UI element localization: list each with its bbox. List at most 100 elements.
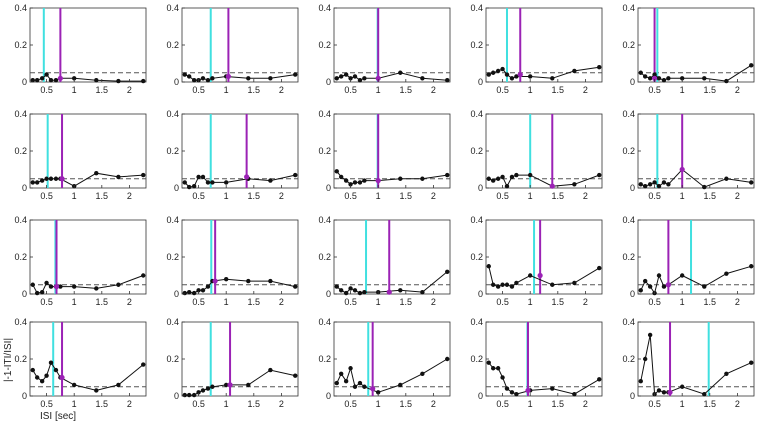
x-tick-label: 1.5: [704, 399, 717, 409]
purple-marker-point: [651, 75, 658, 81]
x-tick-label: 2: [735, 191, 740, 201]
data-point: [514, 280, 519, 286]
x-tick-label: 1.5: [552, 85, 565, 95]
data-point: [94, 286, 99, 291]
data-point: [58, 284, 63, 289]
data-point: [343, 72, 349, 77]
data-point: [749, 264, 754, 269]
data-point: [638, 379, 643, 384]
data-point: [116, 174, 121, 180]
data-point: [724, 271, 729, 276]
panel-20: 0 0.2 0.4 0.5 1 1.5 2: [622, 317, 755, 409]
data-point: [44, 72, 49, 77]
panel-frame: [29, 7, 147, 83]
data-point: [205, 284, 211, 289]
panel-frame: [485, 113, 603, 189]
x-tick-label: 2: [583, 297, 588, 307]
data-point: [445, 356, 450, 362]
purple-marker-point: [227, 382, 233, 388]
panel-17: 0 0.2 0.4 0.5 1 1.5 2: [166, 317, 299, 409]
data-point: [196, 390, 201, 395]
data-point: [205, 77, 211, 83]
data-point: [652, 180, 657, 185]
data-point: [343, 379, 349, 384]
data-point: [514, 391, 519, 397]
data-point: [348, 366, 353, 371]
y-tick-label: 0.2: [14, 252, 27, 262]
data-point: [210, 384, 215, 389]
data-point: [48, 360, 54, 365]
data-point: [116, 382, 121, 388]
y-tick-label: 0: [478, 391, 483, 401]
y-tick-label: 0.4: [622, 3, 635, 13]
data-point: [749, 360, 754, 365]
data-point: [116, 282, 121, 287]
data-point: [357, 180, 363, 185]
data-point: [338, 174, 344, 180]
data-point: [597, 377, 602, 382]
data-point: [246, 278, 251, 284]
y-tick-label: 0.2: [318, 40, 331, 50]
data-point: [495, 176, 501, 181]
data-point: [223, 277, 229, 282]
y-tick-label: 0: [22, 289, 27, 299]
data-point: [572, 280, 577, 286]
panel-frame: [29, 321, 147, 397]
data-point: [352, 74, 358, 79]
data-point: [223, 180, 229, 185]
panel-frame: [29, 113, 147, 189]
data-point: [116, 78, 121, 84]
data-point: [647, 284, 653, 289]
data-point: [348, 182, 353, 187]
x-tick-label: 0.5: [344, 85, 357, 95]
data-point: [527, 172, 533, 178]
data-point: [53, 77, 59, 83]
panel-frame: [181, 7, 299, 83]
data-point: [679, 384, 685, 389]
data-point: [486, 176, 491, 181]
data-point: [661, 390, 667, 395]
panel-4: 0 0.2 0.4 0.5 1 1.5 2: [470, 3, 603, 95]
x-tick-label: 0.5: [648, 191, 661, 201]
y-tick-label: 0.2: [166, 354, 179, 364]
x-tick-label: 2: [127, 297, 132, 307]
y-tick-label: 0.4: [622, 109, 635, 119]
data-point: [268, 76, 273, 81]
x-tick-label: 0.5: [192, 399, 205, 409]
x-tick-label: 1: [376, 191, 381, 201]
x-tick-label: 1: [376, 297, 381, 307]
x-tick-label: 1.5: [704, 191, 717, 201]
data-point: [495, 68, 501, 74]
x-tick-label: 1: [528, 191, 533, 201]
data-point: [357, 380, 363, 386]
data-point: [702, 391, 707, 397]
y-tick-label: 0.4: [166, 109, 179, 119]
data-point: [293, 72, 298, 77]
data-point: [141, 78, 146, 84]
y-tick-label: 0: [326, 391, 331, 401]
x-tick-label: 0.5: [40, 85, 53, 95]
data-point: [348, 286, 353, 291]
x-tick-label: 1: [224, 191, 229, 201]
purple-marker-point: [59, 374, 65, 381]
x-tick-label: 0.5: [648, 85, 661, 95]
x-tick-label: 2: [279, 191, 284, 201]
purple-marker-point: [537, 272, 543, 279]
data-point: [348, 76, 353, 81]
data-point: [94, 171, 99, 176]
data-point: [30, 180, 35, 185]
panel-5: 0 0.2 0.4 0.5 1 1.5 2: [622, 3, 755, 95]
data-point: [490, 366, 496, 371]
data-point: [527, 273, 533, 278]
y-tick-label: 0.4: [318, 109, 331, 119]
data-point: [182, 72, 187, 77]
y-tick-label: 0.4: [14, 317, 27, 327]
x-tick-label: 2: [735, 297, 740, 307]
x-tick-label: 1: [680, 399, 685, 409]
y-tick-label: 0.2: [318, 354, 331, 364]
data-point: [357, 290, 363, 296]
data-point: [486, 72, 491, 77]
data-point: [343, 178, 349, 183]
data-point: [656, 76, 662, 81]
data-point: [293, 373, 298, 378]
